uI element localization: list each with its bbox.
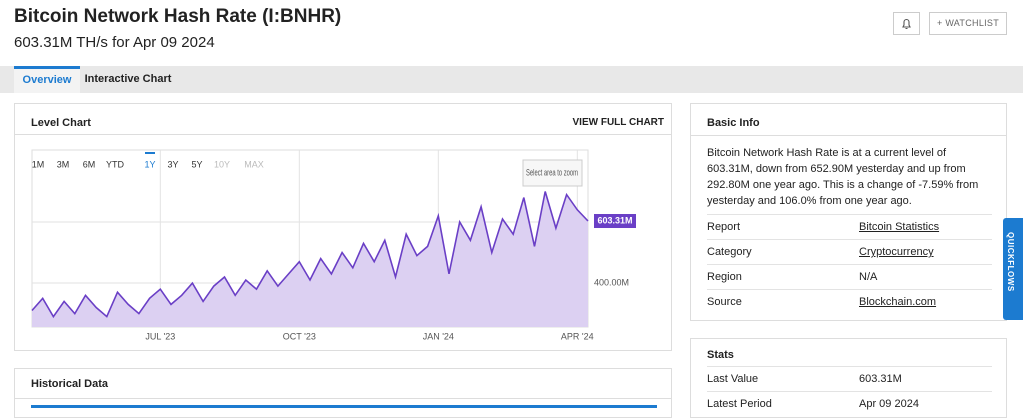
- row-value[interactable]: Cryptocurrency: [859, 246, 934, 258]
- page-subtitle: 603.31M TH/s for Apr 09 2024: [14, 34, 215, 51]
- panel-title: Historical Data: [31, 378, 109, 390]
- row-value[interactable]: Blockchain.com: [859, 296, 937, 308]
- zoom-hint-box: [522, 159, 583, 187]
- panel-title: Basic Info: [707, 117, 760, 129]
- row-value: 603.31M: [859, 373, 902, 385]
- stats-panel: Stats Last Value 603.31M Latest Period Apr …: [690, 338, 1007, 418]
- row-value[interactable]: Bitcoin Statistics: [859, 221, 940, 233]
- range-button[interactable]: 3Y: [167, 159, 178, 169]
- range-button[interactable]: 1Y: [144, 159, 155, 169]
- info-row: Category Cryptocurrency: [707, 239, 992, 264]
- divider: [15, 134, 671, 135]
- info-row: Report Bitcoin Statistics: [707, 214, 992, 239]
- basic-info-panel: Basic Info Bitcoin Network Hash Rate is …: [690, 103, 1007, 321]
- x-tick-label: JUL '23: [145, 331, 175, 341]
- row-label: Report: [707, 221, 741, 233]
- view-full-chart[interactable]: VIEW FULL CHART: [572, 117, 664, 128]
- range-button[interactable]: MAX: [244, 159, 264, 169]
- quickflows-tab[interactable]: QUICKFLOWS: [1003, 218, 1023, 320]
- info-row: Source Blockchain.com: [707, 289, 992, 314]
- value-label: 603.31M: [597, 215, 632, 225]
- historical-panel: Historical Data: [14, 368, 672, 418]
- tab[interactable]: Interactive Chart: [84, 73, 172, 85]
- range-button[interactable]: 10Y: [214, 159, 230, 169]
- range-button[interactable]: 6M: [83, 159, 96, 169]
- panel-title: Stats: [707, 349, 734, 361]
- row-label: Last Value: [707, 373, 759, 385]
- info-row: Last Value 603.31M: [707, 366, 992, 391]
- bell-icon: [902, 18, 911, 30]
- line: [31, 191, 589, 319]
- page: Bitcoin Network Hash Rate (I:BNHR) 603.3…: [0, 6, 1023, 418]
- row-value: Apr 09 2024: [859, 398, 919, 410]
- x-tick-label: JAN '24: [423, 331, 454, 341]
- row-label: Category: [707, 246, 752, 258]
- y-tick-label: 400.00M: [594, 277, 629, 287]
- row-label: Region: [707, 271, 742, 283]
- zoom-hint: Select area to zoom: [526, 167, 578, 177]
- row-label: Latest Period: [707, 398, 772, 410]
- description: Bitcoin Network Hash Rate is at a curren…: [707, 147, 979, 207]
- page-title: Bitcoin Network Hash Rate (I:BNHR): [14, 6, 342, 27]
- row-label: Source: [707, 296, 742, 308]
- watchlist-button[interactable]: + WATCHLIST: [929, 12, 1007, 35]
- quickflows-label: QUICKFLOWS: [1006, 232, 1015, 292]
- divider: [15, 398, 671, 399]
- x-tick-label: APR '24: [561, 331, 594, 341]
- tab[interactable]: Overview: [14, 66, 80, 93]
- range-button[interactable]: 1M: [32, 159, 45, 169]
- tab-bar: [0, 66, 1023, 93]
- alert-button[interactable]: [893, 12, 920, 35]
- row-value: N/A: [859, 271, 878, 283]
- panel-title: Level Chart: [31, 117, 91, 129]
- range-button[interactable]: YTD: [106, 159, 125, 169]
- table-header-bar: [31, 405, 657, 408]
- info-row: Latest Period Apr 09 2024: [707, 391, 992, 416]
- x-tick-label: OCT '23: [283, 331, 316, 341]
- area: [32, 191, 588, 327]
- range-button[interactable]: 3M: [57, 159, 70, 169]
- value-label-box: [594, 214, 636, 229]
- divider: [691, 135, 1006, 136]
- range-button[interactable]: 5Y: [191, 159, 202, 169]
- info-row: Region N/A: [707, 264, 992, 289]
